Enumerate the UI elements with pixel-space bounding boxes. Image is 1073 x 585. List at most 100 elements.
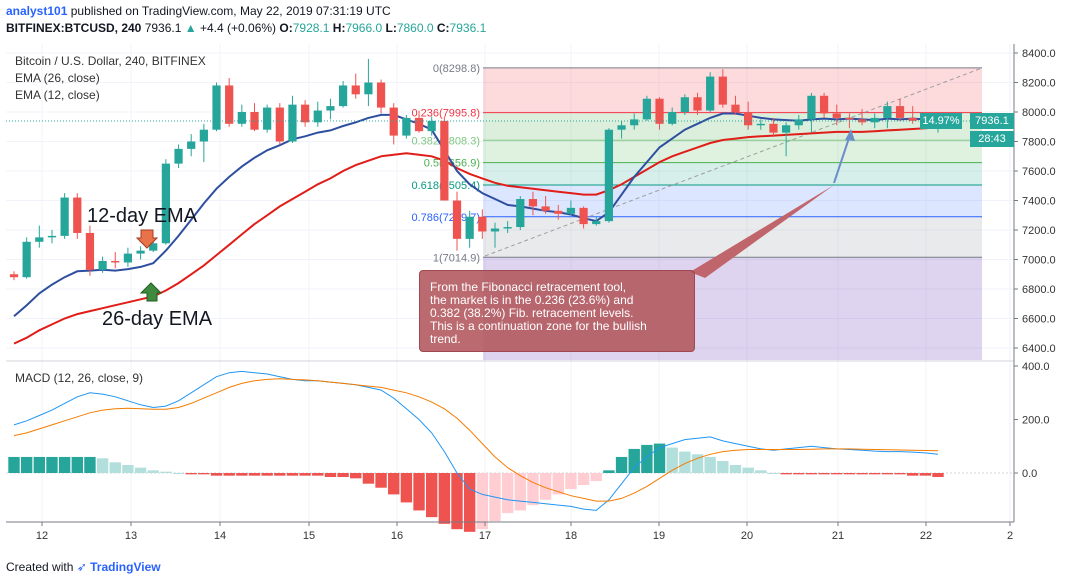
macd-histogram-bar bbox=[400, 473, 413, 503]
macd-histogram-bar bbox=[248, 473, 261, 476]
symbol-label: BITFINEX:BTCUSD, 240 bbox=[6, 21, 142, 35]
macd-histogram-bar bbox=[122, 464, 134, 473]
price-change: +4.4 (+0.06%) bbox=[199, 21, 277, 35]
macd-histogram-bar bbox=[906, 473, 919, 476]
candle-body bbox=[604, 129, 614, 222]
price-tick-label: 8000.0 bbox=[1022, 107, 1056, 119]
macd-histogram-bar bbox=[8, 456, 20, 473]
macd-histogram-bar bbox=[451, 473, 463, 530]
candle-body bbox=[326, 106, 335, 111]
publish-info: published on TradingView.com, May 22, 20… bbox=[67, 4, 391, 18]
macd-histogram-bar bbox=[375, 473, 387, 488]
candle-body bbox=[630, 119, 639, 126]
macd-histogram-bar bbox=[286, 473, 299, 476]
candle-body bbox=[769, 123, 778, 133]
publish-line: analyst101 published on TradingView.com,… bbox=[6, 4, 391, 18]
candle-body bbox=[490, 228, 500, 232]
macd-histogram-bar bbox=[577, 473, 590, 486]
macd-histogram-bar bbox=[704, 456, 716, 473]
annotation-arrows bbox=[135, 129, 855, 302]
macd-histogram-bar bbox=[793, 473, 805, 475]
macd-histogram-bar bbox=[413, 473, 425, 511]
candle-body bbox=[263, 107, 272, 130]
candle-body bbox=[98, 260, 107, 270]
macd-histogram-bar bbox=[894, 473, 906, 475]
macd-histogram-bar bbox=[96, 458, 109, 473]
fib-zone bbox=[483, 112, 982, 141]
macd-histogram-bar bbox=[476, 473, 489, 530]
author-name[interactable]: analyst101 bbox=[6, 4, 68, 18]
macd-histogram-bar bbox=[729, 464, 742, 473]
candle-body bbox=[111, 260, 120, 263]
candle-body bbox=[440, 120, 449, 201]
macd-histogram-bar bbox=[463, 473, 476, 532]
candle-body bbox=[883, 106, 892, 118]
macd-histogram-bar bbox=[514, 473, 526, 511]
macd-histogram-bar bbox=[312, 473, 324, 476]
ema26-legend[interactable]: EMA (26, close) bbox=[15, 71, 100, 85]
candle-body bbox=[237, 112, 246, 124]
candle-body bbox=[161, 163, 171, 244]
candle-body bbox=[47, 235, 57, 238]
macd-histogram-bar bbox=[679, 451, 691, 473]
macd-histogram-bar bbox=[274, 473, 286, 476]
ema26-arrow-icon bbox=[139, 282, 163, 302]
candle-body bbox=[250, 112, 259, 130]
candle-body bbox=[376, 82, 386, 108]
candle-body bbox=[642, 98, 651, 120]
countdown-tag: 28:43 bbox=[970, 131, 1014, 147]
ema12-label: 12-day EMA bbox=[87, 205, 198, 227]
macd-histogram-bar bbox=[843, 473, 856, 475]
footer-prefix: Created with bbox=[6, 560, 74, 574]
price-tick-label: 7400.0 bbox=[1022, 196, 1056, 208]
candle-body bbox=[338, 85, 348, 107]
candle-body bbox=[693, 97, 702, 111]
price-tick-label: 6400.0 bbox=[1022, 343, 1056, 355]
signal-line bbox=[13, 378, 939, 502]
candle-body bbox=[60, 197, 69, 236]
footer-brand[interactable]: TradingView bbox=[90, 560, 161, 574]
ema12-legend[interactable]: EMA (12, close) bbox=[15, 88, 100, 102]
candle-body bbox=[313, 110, 322, 123]
macd-histogram-bar bbox=[641, 444, 653, 473]
candle-body bbox=[832, 113, 841, 118]
time-tick-label: 17 bbox=[479, 530, 491, 542]
price-tick-label: 6600.0 bbox=[1022, 314, 1056, 326]
macd-histogram-bar bbox=[552, 473, 564, 495]
macd-histogram-bar bbox=[881, 473, 894, 475]
candle-body bbox=[566, 207, 576, 214]
macd-histogram-bar bbox=[856, 473, 868, 475]
close-value: 7936.1 bbox=[449, 21, 487, 35]
macd-histogram-bar bbox=[388, 473, 400, 495]
macd-axis: 400.0 200.0 0.0 bbox=[1014, 361, 1050, 480]
open-value: 7928.1 bbox=[292, 21, 330, 35]
macd-histogram-bar bbox=[46, 456, 58, 473]
fib-zone bbox=[483, 162, 982, 185]
ohlc-line: BITFINEX:BTCUSD, 240 7936.1 ▲ +4.4 (+0.0… bbox=[6, 21, 486, 35]
candle-body bbox=[199, 129, 208, 142]
close-label: C: bbox=[436, 21, 450, 35]
projection-arrowhead-icon bbox=[845, 129, 855, 141]
macd-histogram-bar bbox=[160, 471, 172, 473]
macd-histogram-bar bbox=[71, 456, 83, 473]
candle-body bbox=[617, 125, 626, 130]
time-tick-label: 2 bbox=[1007, 530, 1013, 542]
candle-body bbox=[364, 82, 373, 95]
candle-body bbox=[478, 216, 487, 232]
candle-body bbox=[288, 104, 297, 142]
macd-legend[interactable]: MACD (12, 26, close, 9) bbox=[15, 371, 144, 385]
time-tick-label: 15 bbox=[303, 530, 315, 542]
macd-histogram-bar bbox=[539, 473, 552, 500]
candle-body bbox=[22, 241, 31, 278]
macd-histogram-bar bbox=[362, 473, 375, 484]
macd-histogram-bar bbox=[33, 456, 46, 473]
change-up-icon: ▲ bbox=[184, 21, 197, 35]
candle-body bbox=[174, 148, 183, 164]
candle-body bbox=[465, 216, 474, 239]
candle-body bbox=[680, 97, 689, 112]
time-tick-label: 14 bbox=[214, 530, 226, 542]
time-axis: 12 13 14 15 16 17 18 19 20 21 22 2 bbox=[36, 522, 1013, 542]
tradingview-logo-icon: ➶ bbox=[76, 560, 87, 574]
time-tick-label: 12 bbox=[36, 530, 48, 542]
low-value: 7860.0 bbox=[396, 21, 434, 35]
